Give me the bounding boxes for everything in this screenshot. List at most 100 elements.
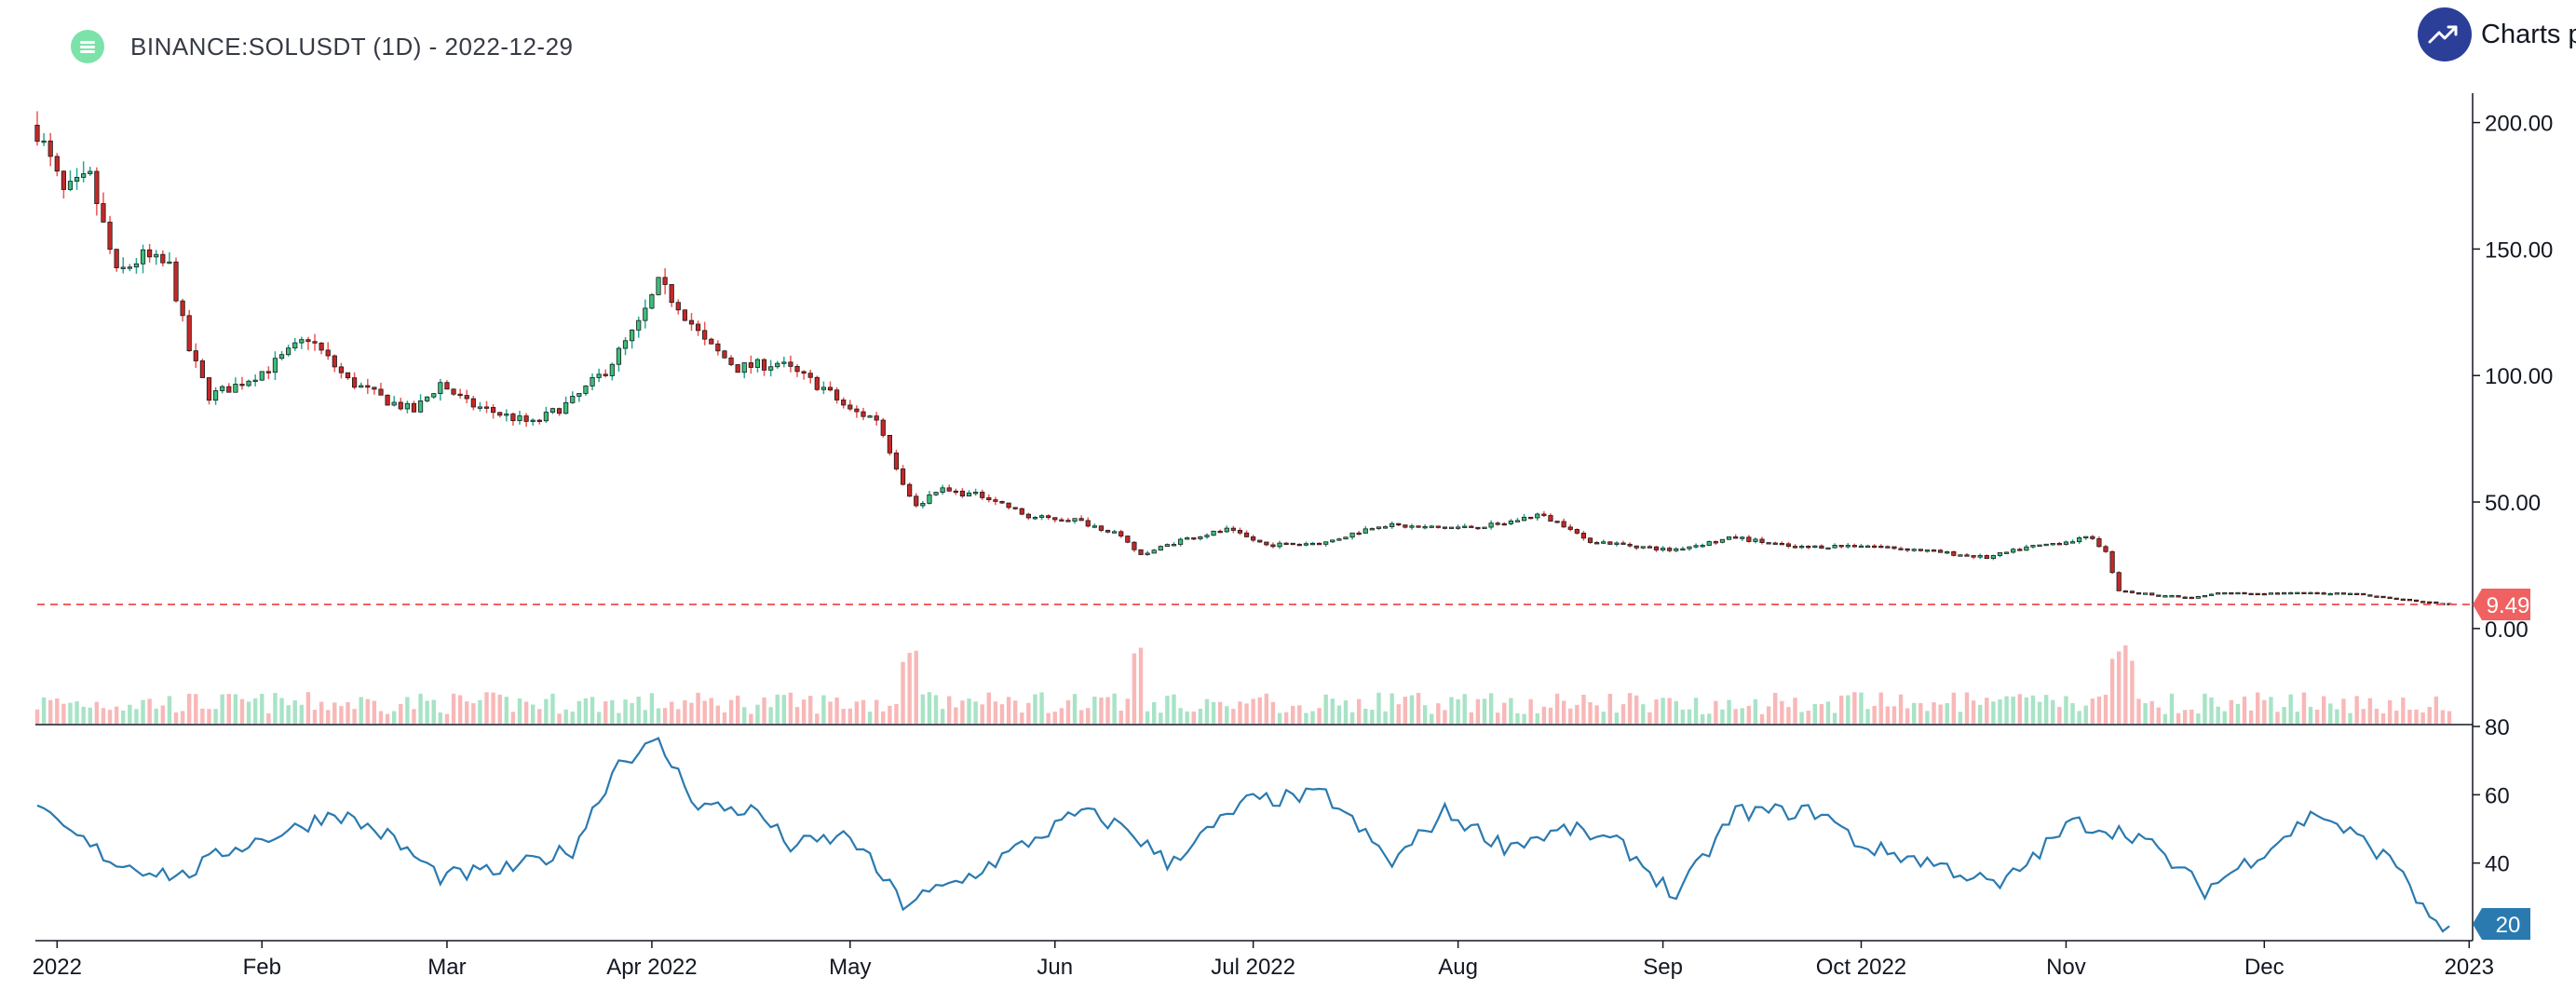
candle-body <box>2295 591 2300 595</box>
volume-bar <box>1370 709 1375 724</box>
candle-body <box>1891 546 1897 549</box>
volume-bar <box>128 704 132 724</box>
candle-body <box>2176 595 2181 598</box>
volume-bar <box>346 701 350 724</box>
candle-body <box>1198 536 1203 539</box>
volume-bar <box>457 695 463 724</box>
rsi-value-badge-label: 20 <box>2496 913 2521 938</box>
candle-body <box>1587 537 1593 543</box>
candle-body <box>2090 536 2095 539</box>
candle-body <box>1594 542 1600 545</box>
volume-bar <box>1112 693 1117 724</box>
volume-bar <box>947 696 952 724</box>
rsi-value-badge-bg <box>2473 908 2530 940</box>
volume-bar <box>1654 699 1659 724</box>
candle-body <box>411 402 417 413</box>
candle-body <box>630 329 635 342</box>
candle-body <box>1448 526 1455 529</box>
candle-body <box>986 496 992 501</box>
volume-bar <box>861 699 866 724</box>
volume-bar <box>425 700 429 724</box>
volume-bar <box>1304 712 1308 724</box>
volume-bar <box>2308 706 2313 724</box>
volume-bar <box>220 694 224 724</box>
candle-body <box>1038 515 1045 518</box>
candle-body <box>662 277 668 285</box>
candle-body <box>345 372 351 379</box>
candle-body <box>1990 555 1996 560</box>
candle-body <box>1785 543 1792 547</box>
brand[interactable]: Charts p <box>2418 7 2576 61</box>
volume-bar <box>643 710 648 724</box>
volume-bar <box>2004 696 2009 724</box>
candle-body <box>1931 549 1937 552</box>
volume-bar <box>1185 711 1189 724</box>
time-tick-label: Sep <box>1643 955 1683 980</box>
candle-body <box>252 379 258 383</box>
candle-body <box>391 401 397 406</box>
candle-body <box>1323 541 1329 545</box>
candle-body <box>2427 601 2433 604</box>
candle-body <box>1911 549 1917 551</box>
volume-bar <box>2222 711 2227 724</box>
candle-body <box>1958 554 1963 557</box>
candle-body <box>1025 513 1031 519</box>
candle-body <box>622 340 629 349</box>
volume-bar <box>1561 700 1566 724</box>
candle-body <box>1680 548 1686 551</box>
candle-body <box>1924 549 1931 552</box>
volume-bar <box>2024 697 2029 724</box>
volume-bar <box>1714 700 1718 724</box>
volume-bar <box>2434 696 2439 724</box>
last-price-badge-label: 9.49 <box>2487 593 2530 618</box>
candle-body <box>536 419 542 423</box>
volume-bar <box>1780 700 1784 724</box>
volume-bar <box>444 713 450 724</box>
volume-bar <box>537 709 542 724</box>
rsi-axis-ticks: 40 60 80 <box>2473 715 2510 877</box>
volume-bar <box>940 709 945 724</box>
volume-bar <box>1443 710 1447 724</box>
candle-body <box>1257 539 1263 543</box>
candle-body <box>1006 502 1011 509</box>
volume-bar <box>2354 696 2359 724</box>
candle-body <box>2103 546 2108 552</box>
candle-body <box>1317 542 1322 546</box>
volume-bar <box>762 697 766 724</box>
volume-bar <box>1422 705 1428 724</box>
volume-bar <box>352 709 357 724</box>
volume-bar <box>1727 699 1731 724</box>
volume-bar <box>2341 699 2346 724</box>
volume-bar <box>339 706 344 724</box>
volume-bar <box>1766 706 1771 724</box>
volume-bar <box>101 708 106 724</box>
candle-body <box>1845 545 1851 548</box>
volume-bar <box>623 699 628 724</box>
candle-body <box>1746 536 1752 542</box>
volume-bar <box>2256 692 2260 724</box>
candle-body <box>2347 592 2353 596</box>
candle-body <box>1997 552 2003 556</box>
candle-body <box>2122 590 2128 593</box>
candle-body <box>1105 530 1111 533</box>
volume-bar <box>696 692 700 724</box>
value-badges: 9.49 20 <box>2473 589 2530 940</box>
candle-body <box>1119 531 1124 536</box>
candle-body <box>67 181 74 190</box>
volume-bar <box>980 704 984 724</box>
candle-body <box>417 400 424 413</box>
candle-body <box>1864 545 1871 549</box>
volume-bar <box>187 693 192 724</box>
candle-body <box>1376 526 1382 529</box>
candle-body <box>2314 591 2320 595</box>
candle-body <box>1806 545 1811 549</box>
time-tick-label: Jun <box>1037 955 1073 980</box>
volume-bar <box>2037 701 2042 724</box>
candle-body <box>1548 515 1553 522</box>
volume-bar <box>722 712 727 724</box>
volume-bar <box>1852 692 1857 724</box>
volume-bar <box>94 701 100 724</box>
volume-bar <box>1945 702 1949 724</box>
chart-title: BINANCE:SOLUSDT (1D) - 2022-12-29 <box>130 32 574 61</box>
volume-bar <box>2017 694 2022 724</box>
